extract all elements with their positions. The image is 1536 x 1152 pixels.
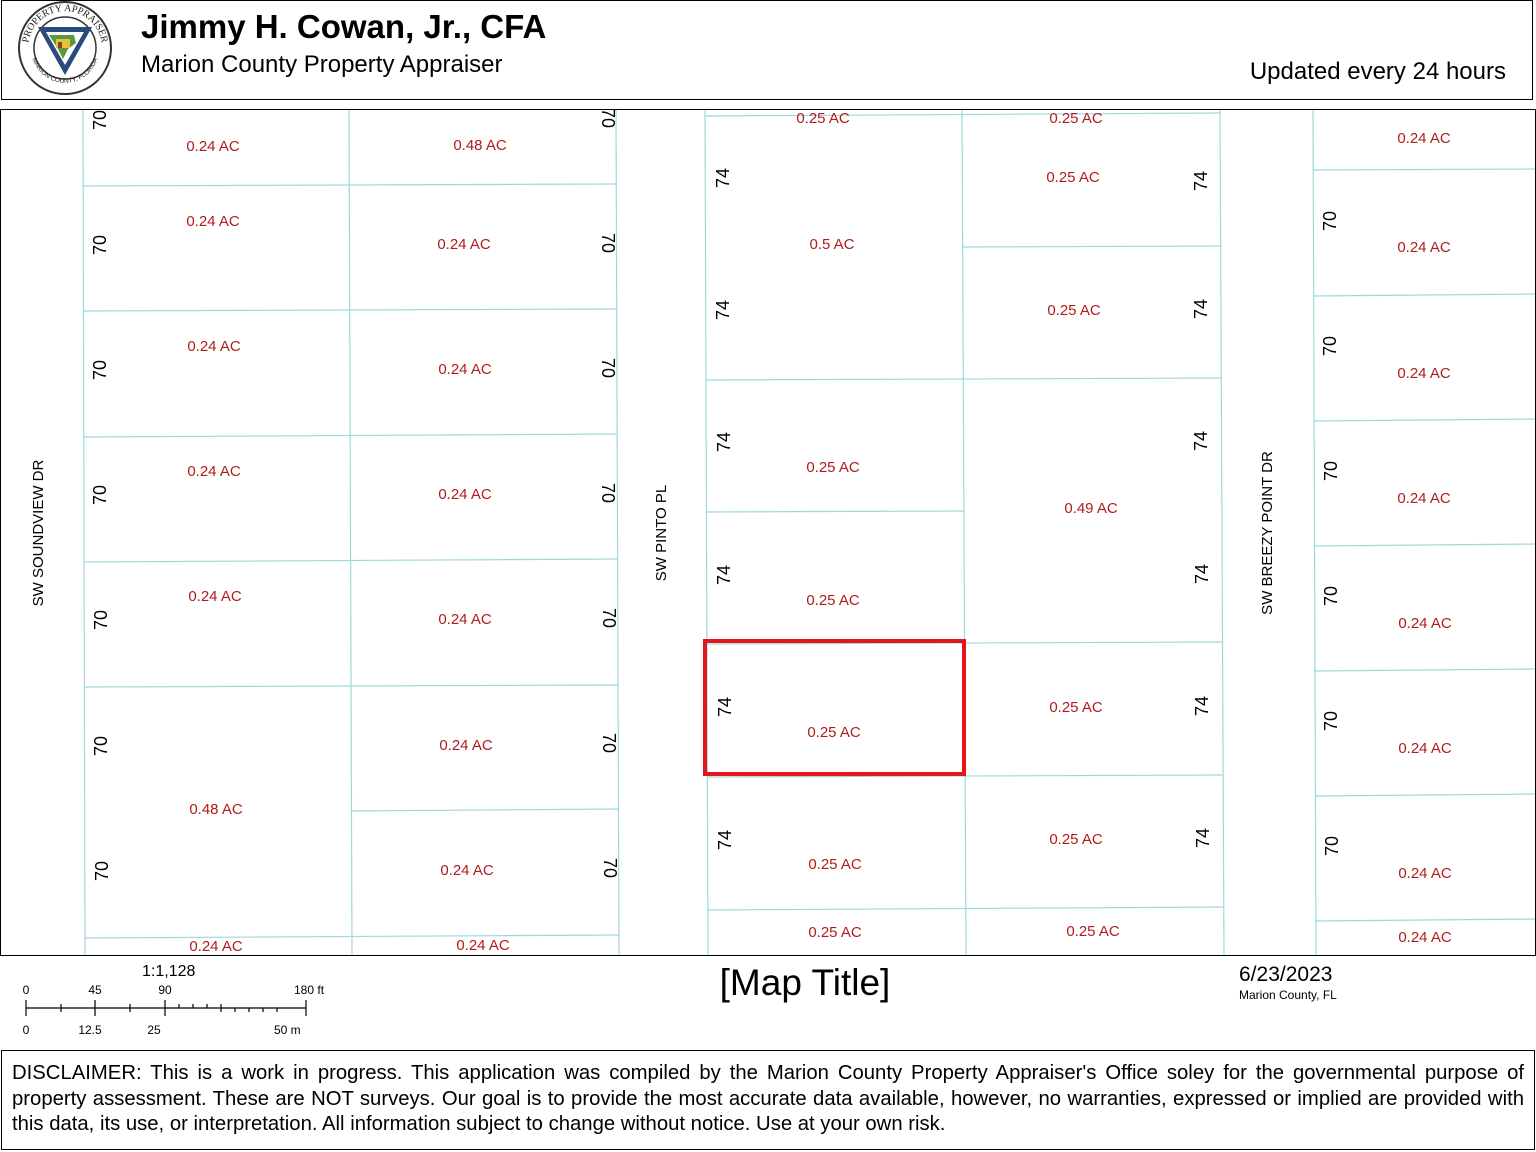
frontage-dimension: 70 <box>1321 461 1341 481</box>
map-footer: 1:1,128 0 45 90 180 ft 0 12.5 25 50 m <box>0 956 1536 1050</box>
parcel-acreage-label: 0.25 AC <box>1049 699 1103 716</box>
update-frequency: Updated every 24 hours <box>1249 58 1506 85</box>
parcel-acreage-label: 0.24 AC <box>438 361 492 378</box>
parcel-acreage-label: 0.24 AC <box>456 937 510 954</box>
parcel-acreage-label: 0.24 AC <box>1397 239 1451 256</box>
parcel-acreage-label: 0.25 AC <box>808 856 862 873</box>
parcel-acreage-label: 0.24 AC <box>187 463 241 480</box>
disclaimer: DISCLAIMER: This is a work in progress. … <box>1 1050 1535 1150</box>
selected-parcel-acreage: 0.25 AC <box>807 724 861 741</box>
parcel-acreage-label: 0.24 AC <box>437 236 491 253</box>
parcel-acreage-label: 0.49 AC <box>1064 500 1118 517</box>
scale-ft-tick: 45 <box>88 983 102 997</box>
parcel-acreage-label: 0.25 AC <box>1049 831 1103 848</box>
parcel-lines <box>82 110 1535 955</box>
frontage-dimension: 70 <box>90 110 110 130</box>
parcel-acreage-label: 0.5 AC <box>809 236 854 253</box>
frontage-dimension: 74 <box>715 830 735 850</box>
office-name: Marion County Property Appraiser <box>141 51 503 78</box>
parcel-acreage-label: 0.25 AC <box>806 592 860 609</box>
frontage-dimension: 70 <box>599 733 619 753</box>
parcel-acreage-label: 0.25 AC <box>1046 169 1100 186</box>
parcel-acreage-label: 0.25 AC <box>1047 302 1101 319</box>
street-label-soundview: SW SOUNDVIEW DR <box>30 460 47 607</box>
street-label-pinto: SW PINTO PL <box>653 485 670 581</box>
frontage-dimension: 74 <box>715 697 735 717</box>
parcel-acreage-label: 0.24 AC <box>189 938 243 955</box>
frontage-dimension: 70 <box>90 235 110 255</box>
frontage-dimension: 70 <box>600 858 620 878</box>
parcel-acreage-label: 0.24 AC <box>1397 365 1451 382</box>
frontage-dimension: 74 <box>714 432 734 452</box>
frontage-dimension: 70 <box>598 110 618 128</box>
frontage-dimension: 74 <box>1191 171 1211 191</box>
parcel-acreage-label: 0.25 AC <box>808 924 862 941</box>
frontage-dimension: 70 <box>1321 586 1341 606</box>
parcel-acreage-label: 0.24 AC <box>1397 130 1451 147</box>
scale-ft-tick: 90 <box>158 983 172 997</box>
parcel-acreage-label: 0.24 AC <box>186 213 240 230</box>
frontage-dimension: 74 <box>714 565 734 585</box>
appraiser-seal-logo: PROPERTY APPRAISER MARION COUNTY, FLORID… <box>18 1 112 95</box>
selected-parcel-highlight[interactable] <box>703 639 966 776</box>
frontage-dimension: 70 <box>91 610 111 630</box>
frontage-dimension: 70 <box>598 233 618 253</box>
scale-bar: 0 45 90 180 ft 0 12.5 25 50 m <box>23 983 325 1037</box>
parcel-map-canvas[interactable]: SW SOUNDVIEW DR SW PINTO PL SW BREEZY PO… <box>1 110 1536 956</box>
header: PROPERTY APPRAISER MARION COUNTY, FLORID… <box>1 0 1533 100</box>
parcel-acreage-label: 0.24 AC <box>1398 615 1452 632</box>
parcel-acreage-label: 0.48 AC <box>189 801 243 818</box>
scale-ratio: 1:1,128 <box>142 963 196 980</box>
frontage-dimension: 70 <box>92 861 112 881</box>
frontage-dimension: 70 <box>91 736 111 756</box>
frontage-dimension: 74 <box>1191 299 1211 319</box>
frontage-dimension: 70 <box>598 483 618 503</box>
street-label-breezy-point: SW BREEZY POINT DR <box>1259 451 1276 615</box>
frontage-dimension: 74 <box>713 168 733 188</box>
parcel-acreage-label: 0.24 AC <box>187 338 241 355</box>
scale-m-tick: 12.5 <box>78 1023 102 1037</box>
frontage-dimension: 74 <box>1193 828 1213 848</box>
parcel-acreage-label: 0.24 AC <box>440 862 494 879</box>
frontage-dimension: 70 <box>90 485 110 505</box>
parcel-acreage-label: 0.25 AC <box>1066 923 1120 940</box>
frontage-dimension: 70 <box>1322 836 1342 856</box>
parcel-acreage-label: 0.24 AC <box>1398 865 1452 882</box>
frontage-dimension: 70 <box>1320 211 1340 231</box>
scale-bar-ticks <box>25 1000 307 1016</box>
parcel-acreage-label: 0.25 AC <box>796 110 850 127</box>
parcel-acreage-label: 0.24 AC <box>1397 490 1451 507</box>
frontage-dimension: 70 <box>599 608 619 628</box>
scale-ft-tick: 0 <box>23 983 30 997</box>
frontage-dimension: 74 <box>1192 564 1212 584</box>
frontage-dimension: 74 <box>713 300 733 320</box>
parcel-acreage-label: 0.25 AC <box>1049 110 1103 127</box>
scale-ft-tick: 180 ft <box>294 983 325 997</box>
frontage-dimension: 70 <box>90 360 110 380</box>
parcel-map[interactable]: SW SOUNDVIEW DR SW PINTO PL SW BREEZY PO… <box>0 109 1536 956</box>
map-date: 6/23/2023 <box>1239 963 1333 986</box>
parcel-acreage-label: 0.24 AC <box>1398 740 1452 757</box>
parcel-acreage-label: 0.48 AC <box>453 137 507 154</box>
scale-m-tick: 0 <box>23 1023 30 1037</box>
scale-m-tick: 25 <box>147 1023 161 1037</box>
map-county: Marion County, FL <box>1239 988 1337 1002</box>
parcel-acreage-label: 0.24 AC <box>1398 929 1452 946</box>
frontage-dimension: 74 <box>1191 431 1211 451</box>
frontage-dimension: 70 <box>598 358 618 378</box>
frontage-dimension: 74 <box>1192 696 1212 716</box>
scale-m-tick: 50 m <box>274 1023 301 1037</box>
parcel-acreage-label: 0.24 AC <box>188 588 242 605</box>
parcel-acreage-label: 0.24 AC <box>439 737 493 754</box>
frontage-dimension: 70 <box>1320 336 1340 356</box>
parcel-acreage-label: 0.24 AC <box>438 486 492 503</box>
map-title: [Map Title] <box>719 962 891 1003</box>
frontage-dimension: 70 <box>1321 711 1341 731</box>
parcel-acreage-label: 0.24 AC <box>186 138 240 155</box>
parcel-acreage-label: 0.25 AC <box>806 459 860 476</box>
parcel-acreage-label: 0.24 AC <box>438 611 492 628</box>
appraiser-name: Jimmy H. Cowan, Jr., CFA <box>141 8 547 45</box>
